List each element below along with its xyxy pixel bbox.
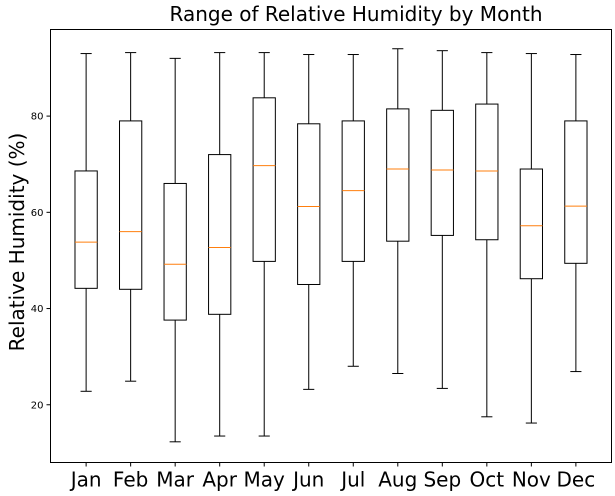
iqr-box [252, 97, 276, 262]
x-tick-label: Feb [113, 468, 148, 492]
box-jul [341, 54, 365, 367]
x-tick-label: Aug [378, 468, 417, 492]
y-tick-label: 40 [31, 304, 44, 315]
iqr-box [475, 103, 499, 241]
y-tick-label: 20 [31, 400, 44, 411]
x-tick-label: Jul [339, 468, 365, 492]
x-tick-label: Oct [470, 468, 505, 492]
x-tick-label: Mar [156, 468, 195, 492]
x-tick-label: Jan [69, 468, 102, 492]
x-tick-label: Apr [202, 468, 237, 492]
chart-title: Range of Relative Humidity by Month [169, 2, 542, 26]
box-aug [386, 48, 410, 374]
box-sep [430, 50, 454, 389]
box-dec [564, 54, 588, 373]
axes: Jan Feb Mar Apr May Jun Jul Aug Sep Oct Nov Dec 20 40… [31, 112, 595, 492]
iqr-box [564, 120, 588, 264]
box-feb [119, 52, 143, 382]
y-tick-label: 60 [31, 208, 44, 219]
box-nov [519, 53, 543, 424]
iqr-box [430, 109, 454, 236]
x-tick-label: Jun [291, 468, 324, 492]
box-mar [163, 57, 187, 443]
iqr-box [386, 108, 410, 242]
y-tick-label: 80 [31, 112, 44, 123]
box-jan [74, 53, 98, 392]
iqr-box [519, 168, 543, 280]
iqr-box [163, 182, 187, 321]
axes-frame [50, 29, 612, 463]
x-tick-label: Nov [512, 468, 551, 492]
iqr-box [208, 154, 232, 315]
iqr-box [297, 123, 321, 285]
plot-area [74, 48, 588, 443]
x-tick-label: Sep [423, 468, 461, 492]
y-axis-label: Relative Humidity (%) [5, 133, 29, 352]
iqr-box [119, 120, 143, 290]
box-apr [208, 52, 232, 437]
box-may [252, 52, 276, 437]
x-tick-label: Dec [557, 468, 596, 492]
iqr-box [74, 170, 98, 289]
x-tick-label: May [244, 468, 286, 492]
box-oct [475, 52, 499, 418]
box-jun [297, 54, 321, 390]
